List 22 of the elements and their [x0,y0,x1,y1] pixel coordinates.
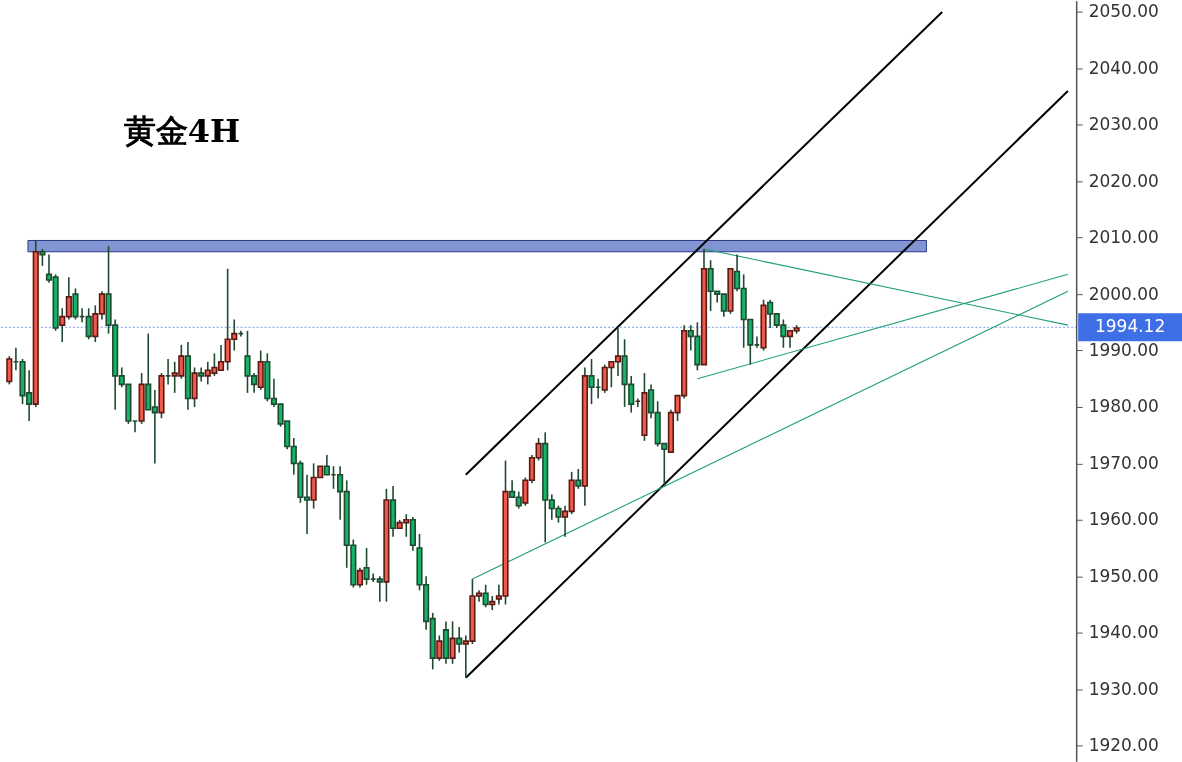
candlestick [376,575,383,603]
ref-line-label: 1994.12 [1095,316,1166,337]
y-tick-label: 2010.00 [1088,227,1159,248]
candlestick [575,468,582,490]
y-tick-label: 2040.00 [1088,57,1159,78]
y-tick-label: 1970.00 [1088,452,1159,473]
y-tick-label: 1950.00 [1088,565,1159,586]
text: 黄金4H [123,112,241,151]
y-tick-label: 1930.00 [1088,678,1159,699]
y-tick-label: 1960.00 [1088,509,1159,530]
y-tick-label: 1940.00 [1088,622,1159,643]
candlestick [482,583,489,609]
candlestick [456,626,463,654]
y-tick-label: 2050.00 [1088,1,1159,22]
y-tick-label: 2030.00 [1088,114,1159,135]
y-tick-label: 2020.00 [1088,170,1159,191]
y-tick-label: 1990.00 [1088,340,1159,361]
y-tick-label: 1980.00 [1088,396,1159,417]
y-tick-label: 1920.00 [1088,735,1159,756]
candlestick [85,307,92,341]
candlestick [6,355,13,386]
y-tick-label: 2000.00 [1088,283,1159,304]
